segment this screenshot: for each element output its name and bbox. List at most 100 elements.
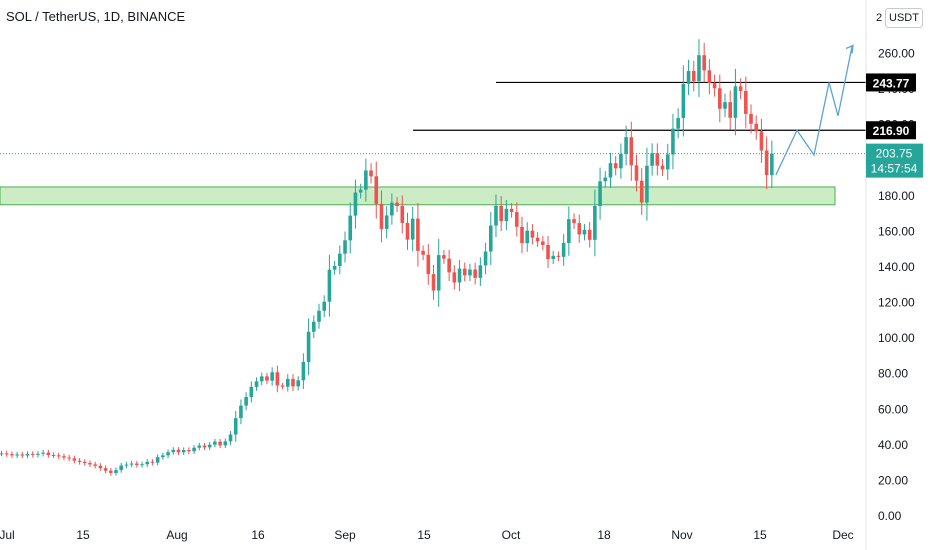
level-price-tag [866,121,916,140]
candle-body [457,268,462,283]
candle-body [546,244,550,260]
candle-body [348,215,353,241]
candle-body [259,376,264,382]
candle-body [634,165,639,181]
candle-body [88,463,92,465]
candle-body [629,137,634,166]
candle-body [265,376,269,381]
candle-body [733,86,738,118]
candle-body [504,208,509,222]
candle-body [275,372,280,386]
candle-body [577,223,582,235]
candle-body [395,202,399,207]
candle-body [744,90,748,114]
candle-body [228,434,233,442]
candle-body [431,274,436,291]
candle-body [514,212,519,227]
candle-body [244,397,248,406]
x-tick-label: 18 [597,528,611,542]
level-price-tag [866,73,916,92]
candle-body [671,128,675,155]
candle-body [82,461,87,464]
candle-body [624,137,628,154]
candle-body [291,378,295,387]
candle-body [176,449,181,453]
level-price-text: 216.90 [873,124,910,138]
candle-body [436,255,441,291]
candle-body [213,441,217,445]
candles-layer [0,39,774,476]
candle-body [473,269,477,278]
candle-body [353,192,358,216]
x-tick-label: Aug [166,528,187,542]
candle-body [114,470,118,473]
candle-body [447,258,451,273]
candle-body [135,463,139,465]
candle-body [25,453,30,456]
candle-body [567,219,571,244]
candle-body [51,454,56,456]
x-tick-label: Oct [502,528,521,542]
candle-body [426,254,431,275]
symbol-title: SOL / TetherUS, 1D, BINANCE [6,9,186,24]
candle-body [379,203,384,229]
candle-body [56,455,61,457]
candle-body [770,153,774,176]
candle-body [468,269,472,276]
candle-body [582,229,587,235]
y-tick-label: 0.00 [878,509,902,523]
partial-price-label: 2 [876,12,883,24]
y-tick-label: 120.00 [878,296,915,310]
candle-body [676,117,680,129]
candle-body [598,181,602,207]
projection-arrow [775,44,854,176]
candle-body [109,470,113,473]
currency-label: USDT [889,12,919,24]
candle-body [561,243,566,257]
candle-body [650,153,654,166]
candle-body [494,206,498,226]
x-tick-label: 16 [251,528,265,542]
currency-button[interactable]: 2 USDT [876,8,923,28]
candle-body [639,180,644,203]
candle-body [249,386,254,398]
candle-body [462,268,467,276]
candle-body [535,237,540,242]
candle-body [619,153,623,169]
candle-body [77,460,82,462]
candle-body [161,455,165,458]
candle-body [488,225,493,252]
candle-body [400,206,405,223]
candle-body [285,378,290,387]
candle-body [327,269,332,302]
y-tick-label: 260.00 [878,47,915,61]
candle-body [140,464,144,466]
candle-body [197,445,202,448]
resistance-levels-layer [413,81,866,131]
candle-body [738,86,743,91]
x-tick-label: Sep [334,528,356,542]
candle-body [187,450,191,452]
candle-body [509,208,514,213]
candle-body [483,251,488,266]
candle-body [421,250,425,255]
candle-body [150,461,155,463]
candle-body [93,464,97,466]
candle-body [202,445,207,448]
x-tick-label: 15 [753,528,767,542]
candle-body [239,405,243,419]
last-price-tag [866,143,923,178]
x-tick-label: Nov [671,528,692,542]
candle-body [759,131,764,151]
candle-body [223,441,228,446]
candle-body [749,113,753,124]
x-tick-label: 15 [76,528,90,542]
candle-body [405,222,410,240]
candle-body [296,380,300,387]
candle-body [192,447,196,452]
x-tick-label: Dec [832,528,853,542]
candle-body [343,240,347,254]
candle-body [166,452,170,456]
candle-body [306,331,311,362]
